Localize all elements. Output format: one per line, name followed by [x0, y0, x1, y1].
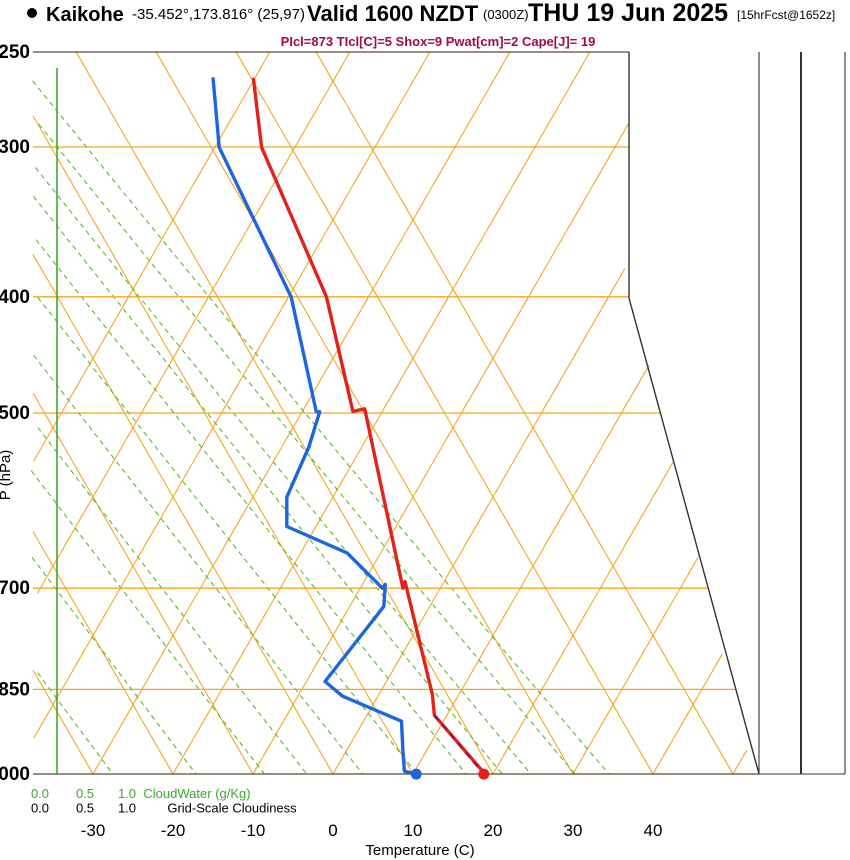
- svg-text:-20: -20: [161, 821, 186, 840]
- svg-text:0.5: 0.5: [76, 786, 94, 801]
- svg-text:300: 300: [0, 137, 30, 158]
- svg-text:40: 40: [644, 821, 663, 840]
- svg-text:CloudWater (g/Kg): CloudWater (g/Kg): [143, 786, 250, 801]
- svg-text:P (hPa): P (hPa): [0, 450, 14, 501]
- svg-text:Kaikohe: Kaikohe: [46, 4, 124, 26]
- svg-text:-35.452°,173.816° (25,97): -35.452°,173.816° (25,97): [132, 6, 305, 23]
- svg-text:1000: 1000: [0, 764, 30, 785]
- svg-text:-30: -30: [81, 821, 106, 840]
- svg-text:30: 30: [564, 821, 583, 840]
- svg-text:[15hrFcst@1652z]: [15hrFcst@1652z]: [737, 8, 835, 22]
- svg-text:700: 700: [0, 578, 30, 599]
- svg-text:0.0: 0.0: [31, 801, 49, 816]
- svg-text:850: 850: [0, 679, 30, 700]
- svg-text:Grid-Scale Cloudiness: Grid-Scale Cloudiness: [167, 801, 297, 816]
- svg-text:-10: -10: [241, 821, 266, 840]
- svg-text:Valid 1600 NZDT: Valid 1600 NZDT: [307, 1, 479, 26]
- svg-text:10: 10: [404, 821, 423, 840]
- svg-text:500: 500: [0, 403, 30, 424]
- svg-text:Temperature (C): Temperature (C): [365, 842, 474, 859]
- svg-text:0.5: 0.5: [76, 801, 94, 816]
- svg-text:PIcl=873 TIcl[C]=5 Shox=9 Pwat: PIcl=873 TIcl[C]=5 Shox=9 Pwat[cm]=2 Cap…: [281, 34, 596, 49]
- svg-text:0.0: 0.0: [31, 786, 49, 801]
- svg-text:THU 19 Jun 2025: THU 19 Jun 2025: [528, 0, 728, 27]
- svg-text:250: 250: [0, 42, 30, 63]
- svg-text:400: 400: [0, 287, 30, 308]
- svg-text:1.0: 1.0: [118, 801, 136, 816]
- svg-text:(0300Z): (0300Z): [483, 7, 529, 22]
- svg-text:0: 0: [328, 821, 337, 840]
- svg-text:20: 20: [484, 821, 503, 840]
- svg-text:1.0: 1.0: [118, 786, 136, 801]
